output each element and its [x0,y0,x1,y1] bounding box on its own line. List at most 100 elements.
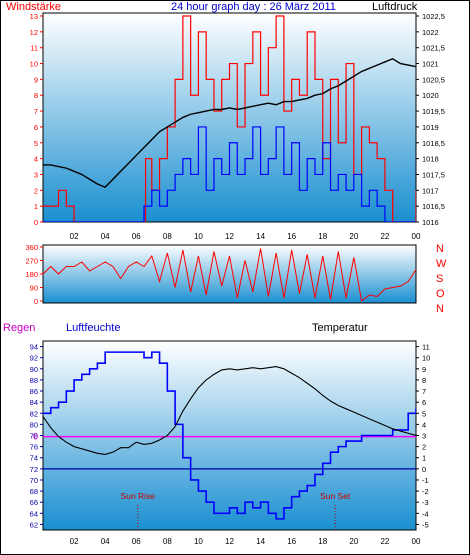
temperature-axis-tick-12: 7 [422,387,426,396]
temperature-axis-tick-15: 10 [422,354,430,363]
temperature-label: Temperatur [312,322,368,334]
wind-pressure-series [43,15,416,222]
pressure-axis-tick-7: 1019,5 [422,107,445,116]
humidity-axis-tick-9: 80 [30,420,38,429]
humidity-axis-tick-8: 78 [30,432,38,441]
pressure-y-axis: 1016 1016,5 1017 1017,5 1018 1018,5 1019 1019,5… [416,12,445,227]
pressure-axis-tick-0: 1016 [422,218,439,227]
wind-axis-tick-3: 3 [34,170,38,179]
temperature-line [43,366,416,455]
wind-axis-tick-5: 5 [34,139,38,148]
pressure-axis-tick-3: 1017,5 [422,170,445,179]
pressure-axis-tick-13: 1022,5 [422,12,445,21]
direction-y-axis: 0 90 180 270 360 [25,243,43,306]
x-tick-top-0: 02 [70,232,79,241]
sun-markers: Sun Rise Sun Set [121,491,351,530]
plot-area-wind [42,12,417,223]
temperature-axis-tick-8: 3 [422,432,426,441]
humidity-temperature-series [43,351,416,520]
pressure-axis-tick-10: 1021 [422,60,439,69]
x-tick-bottom-11: 00 [412,537,421,546]
wind-axis-tick-1: 1 [34,202,38,211]
x-tick-bottom-1: 04 [101,537,110,546]
chart-title: 24 hour graph day : 26 März 2011 [171,1,336,13]
temperature-axis-tick-7: 2 [422,443,426,452]
temperature-axis-tick-5: 0 [422,465,426,474]
wind-axis-tick-13: 13 [30,12,38,21]
humidity-y-axis: 62 64 66 68 70 72 74 76 78 80 82 84 86 88 90 92 94 [30,343,43,529]
pressure-line [43,58,416,188]
temperature-axis-tick-3: -2 [422,487,429,496]
temperature-axis-tick-6: 1 [422,454,426,463]
temperature-axis-tick-2: -3 [422,498,429,507]
direction-series [43,248,416,302]
humidity-axis-tick-15: 92 [30,354,38,363]
x-axis-ticks-top: 02 04 06 08 10 12 14 16 18 20 22 00 [70,232,421,241]
x-tick-top-1: 04 [101,232,110,241]
x-tick-top-9: 20 [349,232,358,241]
humidity-axis-tick-11: 84 [30,398,38,407]
x-tick-top-2: 06 [132,232,141,241]
x-tick-bottom-8: 18 [318,537,327,546]
wind-axis-tick-12: 12 [30,28,38,37]
humidity-axis-tick-5: 72 [30,465,38,474]
temperature-y-axis: -5 -4 -3 -2 -1 0 1 2 3 4 5 6 7 8 9 10 11 [416,343,430,529]
x-tick-top-5: 12 [225,232,234,241]
temperature-axis-tick-14: 9 [422,365,426,374]
humidity-axis-tick-2: 66 [30,498,38,507]
direction-axis-tick-4: 360 [25,243,38,252]
wind-axis-tick-6: 6 [34,123,38,132]
pressure-axis-tick-6: 1019 [422,123,439,132]
pressure-axis-tick-11: 1021,5 [422,44,445,53]
x-tick-top-8: 18 [318,232,327,241]
humidity-line [43,351,416,520]
humidity-label: Luftfeuchte [66,322,120,334]
pressure-axis-tick-4: 1018 [422,155,439,164]
compass-label-4: N [436,303,444,315]
wind-axis-tick-9: 9 [34,75,38,84]
temperature-axis-tick-13: 8 [422,376,426,385]
temperature-axis-tick-16: 11 [422,343,430,352]
direction-axis-tick-2: 180 [25,270,38,279]
direction-axis-tick-3: 270 [25,257,38,266]
humidity-axis-tick-3: 68 [30,487,38,496]
pressure-axis-tick-8: 1020 [422,91,439,100]
x-tick-bottom-9: 20 [349,537,358,546]
temperature-axis-tick-0: -5 [422,520,429,529]
wind-axis-label: Windstärke [6,1,61,13]
x-tick-top-10: 22 [380,232,389,241]
pressure-axis-tick-1: 1016,5 [422,202,445,211]
sun-set-label: Sun Set [320,491,351,501]
temperature-axis-tick-1: -4 [422,509,429,518]
humidity-axis-tick-4: 70 [30,476,38,485]
humidity-axis-tick-6: 74 [30,454,38,463]
humidity-axis-tick-12: 86 [30,387,38,396]
x-tick-top-4: 10 [194,232,203,241]
temperature-axis-tick-10: 5 [422,409,426,418]
x-tick-top-11: 00 [412,232,421,241]
x-tick-top-7: 16 [287,232,296,241]
compass-label-2: S [436,273,443,285]
x-tick-bottom-0: 02 [70,537,79,546]
x-tick-bottom-6: 14 [256,537,265,546]
x-tick-top-3: 08 [163,232,172,241]
x-tick-bottom-3: 08 [163,537,172,546]
humidity-axis-tick-10: 82 [30,409,38,418]
compass-label-1: W [436,258,447,270]
compass-label-0: N [436,243,444,255]
pressure-axis-label: Luftdruck [372,1,418,13]
x-tick-bottom-5: 12 [225,537,234,546]
humidity-axis-tick-14: 90 [30,365,38,374]
plot-area-direction [42,244,417,304]
wind-axis-tick-7: 7 [34,107,38,116]
humidity-axis-tick-7: 76 [30,443,38,452]
temperature-axis-tick-9: 4 [422,420,426,429]
compass-label-3: O [436,288,445,300]
wind-axis-tick-8: 8 [34,91,38,100]
x-tick-bottom-2: 06 [132,537,141,546]
x-axis-ticks-bottom: 02 04 06 08 10 12 14 16 18 20 22 00 [70,537,421,546]
temperature-axis-tick-4: -1 [422,476,429,485]
plot-area-humidity [42,340,417,531]
x-tick-bottom-10: 22 [380,537,389,546]
humidity-axis-tick-13: 88 [30,376,38,385]
